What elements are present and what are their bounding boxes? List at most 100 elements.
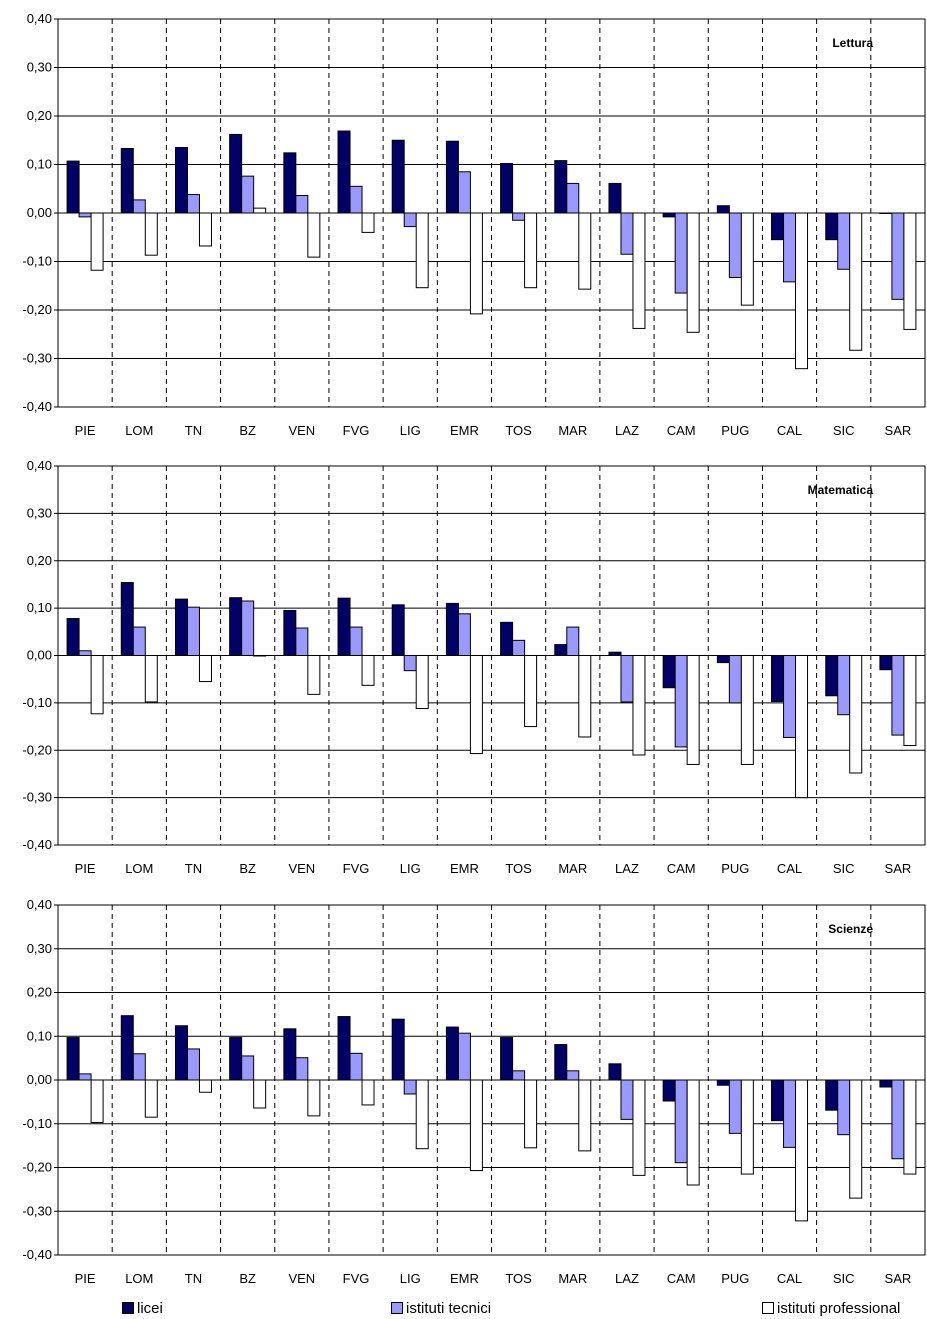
x-tick-label: LAZ (615, 1271, 639, 1286)
bar-istituti-tecnici (349, 626, 363, 657)
bar-istituti-tecnici (728, 1079, 742, 1134)
legend-item-istituti-professionali: istituti professional (762, 1300, 900, 1317)
y-tick-label: 0,00 (27, 205, 52, 220)
bar-licei (500, 621, 514, 657)
bar-licei (229, 597, 243, 657)
x-tick-label: TOS (505, 423, 532, 438)
x-tick-label: LOM (125, 423, 153, 438)
bar-istituti-tecnici (783, 655, 797, 738)
x-tick-label: BZ (239, 423, 256, 438)
bar-licei (825, 655, 839, 697)
bar-istituti-professionali (632, 1079, 646, 1176)
bar-istituti-tecnici (674, 212, 688, 294)
x-tick-label: PIE (75, 1271, 96, 1286)
x-tick-label: CAL (777, 423, 802, 438)
bar-istituti-tecnici (349, 185, 363, 214)
y-tick-label: 0,40 (27, 458, 52, 473)
bar-istituti-tecnici (620, 655, 634, 703)
y-tick-label: 0,00 (27, 1072, 52, 1087)
y-tick-label: 0,40 (27, 11, 52, 26)
x-tick-label: TN (185, 861, 202, 876)
y-tick-label: 0,40 (27, 897, 52, 912)
bar-licei (337, 1016, 351, 1081)
y-tick-label: -0,20 (22, 742, 52, 757)
x-tick-label: LOM (125, 861, 153, 876)
bar-istituti-professionali (524, 1079, 538, 1149)
x-tick-label: PIE (75, 861, 96, 876)
y-tick-label: -0,20 (22, 1160, 52, 1175)
plot-frame (57, 904, 926, 1256)
x-tick-label: EMR (450, 861, 479, 876)
bar-licei (662, 655, 676, 689)
bar-istituti-professionali (361, 1079, 375, 1106)
bar-istituti-tecnici (674, 1079, 688, 1164)
x-tick-label: SIC (833, 1271, 855, 1286)
bar-istituti-professionali (578, 655, 592, 738)
bar-istituti-tecnici (403, 212, 417, 228)
bar-istituti-professionali (524, 655, 538, 728)
bar-istituti-professionali (415, 212, 429, 289)
y-tick-label: 0,10 (27, 1028, 52, 1043)
bar-istituti-professionali (307, 1079, 321, 1117)
x-tick-label: SIC (833, 861, 855, 876)
bar-istituti-tecnici (837, 1079, 851, 1136)
bar-istituti-tecnici (241, 600, 255, 656)
y-tick-label: 0,30 (27, 60, 52, 75)
bar-istituti-tecnici (512, 639, 526, 657)
bar-istituti-professionali (90, 212, 104, 271)
bar-licei (662, 212, 676, 218)
bar-istituti-tecnici (783, 212, 797, 283)
bar-istituti-professionali (415, 655, 429, 710)
bar-licei (229, 133, 243, 214)
bar-licei (229, 1037, 243, 1081)
bar-licei (879, 212, 893, 214)
bar-istituti-professionali (849, 212, 863, 351)
y-tick-label: 0,20 (27, 553, 52, 568)
bar-istituti-tecnici (186, 1048, 200, 1081)
bar-istituti-tecnici (349, 1052, 363, 1081)
x-tick-label: VEN (288, 423, 315, 438)
bar-istituti-tecnici (241, 1055, 255, 1081)
bar-licei (391, 1018, 405, 1081)
y-tick-label: -0,40 (22, 837, 52, 852)
bar-istituti-tecnici (620, 1079, 634, 1120)
bar-licei (771, 655, 785, 702)
x-tick-label: MAR (558, 423, 587, 438)
bar-istituti-professionali (198, 655, 212, 683)
bar-istituti-tecnici (295, 627, 309, 657)
bar-istituti-tecnici (186, 606, 200, 656)
bar-istituti-professionali (524, 212, 538, 289)
legend-label: istituti tecnici (406, 1300, 492, 1317)
y-tick-label: -0,10 (22, 1116, 52, 1131)
x-tick-label: CAM (667, 423, 696, 438)
bar-istituti-professionali (307, 212, 321, 258)
bar-istituti-tecnici (512, 1070, 526, 1081)
x-tick-label: CAL (777, 861, 802, 876)
bar-istituti-tecnici (132, 199, 146, 214)
x-tick-label: MAR (558, 1271, 587, 1286)
bar-istituti-tecnici (891, 655, 905, 736)
legend-label: istituti professional (777, 1300, 901, 1317)
bar-licei (716, 205, 730, 214)
bar-istituti-tecnici (78, 650, 92, 657)
plot-frame (57, 465, 926, 846)
x-tick-label: TN (185, 423, 202, 438)
x-tick-label: BZ (239, 1271, 256, 1286)
y-tick-label: -0,40 (22, 1247, 52, 1262)
bar-istituti-professionali (903, 212, 917, 330)
bar-istituti-tecnici (891, 1079, 905, 1160)
y-tick-label: 0,00 (27, 648, 52, 663)
bar-istituti-professionali (740, 1079, 754, 1175)
bar-istituti-tecnici (891, 212, 905, 300)
bar-licei (283, 1028, 297, 1081)
bar-istituti-professionali (198, 1079, 212, 1093)
bar-licei (120, 147, 134, 214)
bar-istituti-tecnici (132, 626, 146, 657)
bar-licei (337, 597, 351, 657)
x-tick-label: TOS (505, 1271, 532, 1286)
bar-licei (771, 212, 785, 241)
bar-licei (500, 1037, 514, 1081)
bar-licei (662, 1079, 676, 1102)
bar-licei (716, 655, 730, 664)
